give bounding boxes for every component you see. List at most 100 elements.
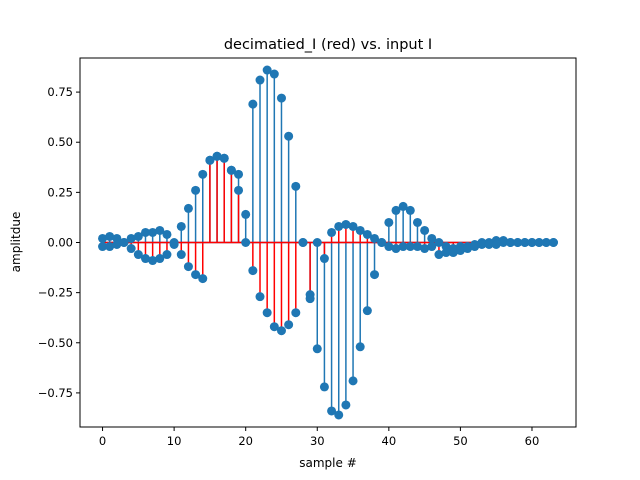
input-marker [312,344,322,354]
input-marker [234,169,244,179]
input-marker [191,185,201,195]
decimated-marker [126,244,136,254]
decimated-marker [234,185,244,195]
decimated-marker [534,238,544,247]
input-marker [198,169,208,179]
x-tick-label: 0 [99,434,106,448]
input-marker [284,131,294,141]
decimated-marker [463,244,473,254]
decimated-marker [248,266,258,276]
decimated-marker [391,244,401,254]
input-marker [420,225,430,235]
y-tick-label: 0.75 [47,85,73,99]
y-tick-label: 0.25 [47,185,73,199]
decimated-marker [498,238,508,247]
decimated-marker [291,308,301,318]
input-marker [276,93,286,103]
input-marker [269,69,279,79]
decimated-marker [455,246,465,256]
decimated-marker [133,250,143,260]
input-marker [362,306,372,316]
input-marker [355,342,365,352]
input-marker [162,229,172,239]
decimated-marker [370,233,380,243]
input-marker [370,270,380,280]
decimated-marker [484,240,494,250]
input-marker [155,225,165,235]
input-marker [241,209,251,219]
decimated-marker [312,238,322,247]
decimated-marker [183,262,193,272]
input-marker [105,231,115,241]
decimated-marker [541,238,551,247]
decimated-marker [305,294,315,304]
decimated-marker [112,240,122,250]
input-marker [334,410,344,420]
input-marker [148,227,158,237]
decimated-marker [119,238,129,247]
input-marker [427,233,437,243]
input-marker [412,217,422,227]
y-axis-label: amplitdue [9,212,23,273]
decimated-marker [319,254,329,264]
decimated-marker [262,308,272,318]
decimated-marker [362,229,372,239]
decimated-marker [334,221,344,231]
input-marker [341,400,351,410]
input-marker [434,238,444,247]
decimated-marker [355,225,365,235]
y-tick-label: −0.75 [38,386,73,400]
input-marker [248,99,258,109]
decimated-marker [513,238,523,247]
decimated-marker [198,274,208,284]
decimated-marker [212,151,222,161]
input-marker [98,233,108,243]
marker-layer [98,65,558,420]
decimated-marker [477,240,487,250]
input-marker [126,233,136,243]
decimated-marker [506,238,516,247]
decimated-marker [420,244,430,254]
decimated-marker [470,242,480,252]
input-marker [348,376,358,386]
decimated-marker [398,242,408,252]
decimated-marker [377,238,387,247]
input-marker [405,205,415,215]
y-tick-label: 0.00 [47,236,73,250]
decimated-marker [276,326,286,336]
decimated-marker [384,242,394,252]
y-tick-label: −0.50 [38,336,73,350]
decimated-marker [255,292,265,302]
decimated-marker [205,155,215,165]
input-marker [384,217,394,227]
y-tick-label: 0.50 [47,135,73,149]
decimated-marker [527,238,537,247]
input-marker [319,382,329,392]
x-axis-label: sample # [299,456,357,470]
decimated-marker [155,254,165,264]
decimated-marker [327,227,337,237]
decimated-marker [98,242,108,252]
input-marker [327,406,337,416]
decimated-marker [162,250,172,260]
decimated-marker [219,153,229,163]
decimated-marker [226,165,236,175]
x-tick-label: 10 [167,434,182,448]
y-tick-label: −0.25 [38,286,73,300]
decimated-marker [140,254,150,264]
decimated-marker [269,322,279,332]
decimated-marker [341,219,351,229]
decimated-marker [176,250,186,260]
decimated-marker [448,248,458,258]
input-marker [183,203,193,213]
decimated-marker [241,238,251,247]
input-marker [255,75,265,85]
decimated-marker [405,242,415,252]
decimated-marker [434,250,444,260]
input-marker [140,227,150,237]
decimated-marker [520,238,530,247]
x-tick-label: 50 [453,434,468,448]
x-tick-label: 20 [238,434,253,448]
decimated-marker [148,256,158,266]
